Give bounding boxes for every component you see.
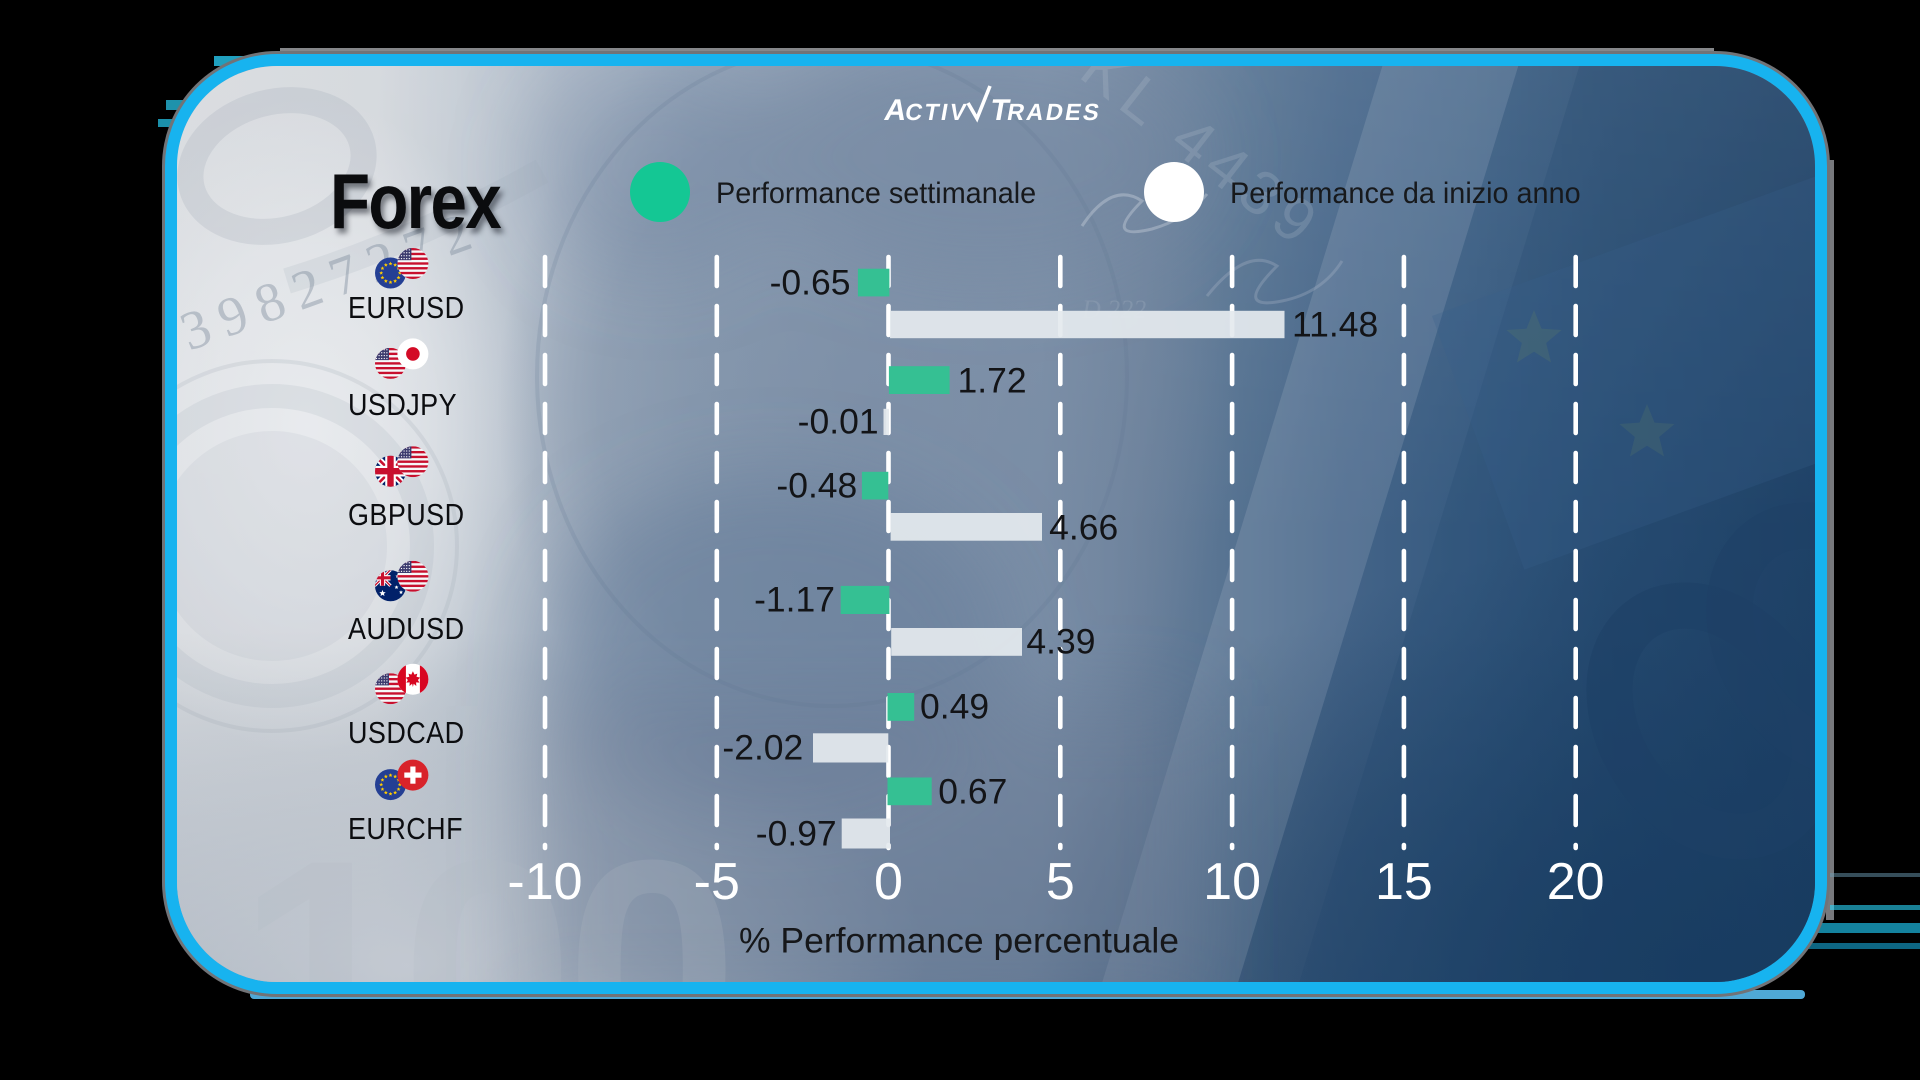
svg-text:RADES: RADES bbox=[1005, 100, 1103, 126]
svg-text:100: 100 bbox=[237, 795, 730, 994]
svg-text:CTIV: CTIV bbox=[903, 100, 970, 126]
